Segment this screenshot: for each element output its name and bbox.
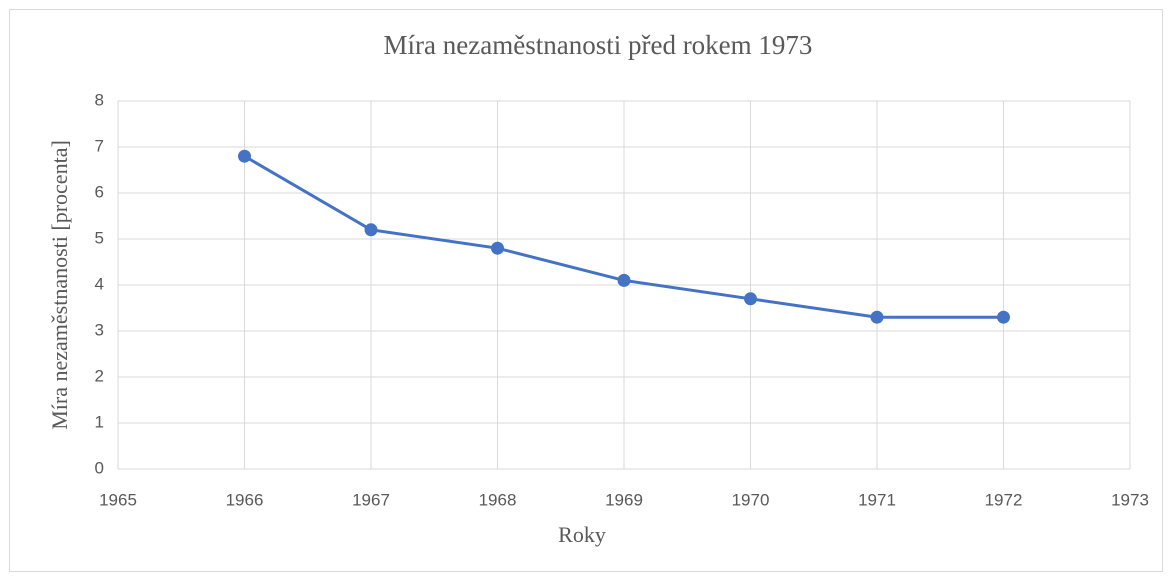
y-tick-label: 5 [95, 228, 104, 247]
y-tick-label: 7 [95, 136, 104, 155]
x-tick-label: 1970 [732, 490, 770, 509]
data-point [870, 310, 884, 324]
x-tick-label: 1966 [226, 490, 264, 509]
x-tick-label: 1971 [858, 490, 896, 509]
data-point [491, 241, 504, 255]
x-tick-label: 1967 [352, 490, 390, 509]
chart-title: Míra nezaměstnanosti před rokem 1973 [384, 30, 813, 60]
x-tick-label: 1969 [605, 490, 643, 509]
y-tick-label: 0 [95, 458, 104, 477]
x-tick-label: 1968 [479, 490, 517, 509]
data-point [238, 149, 251, 163]
data-point [364, 223, 378, 237]
x-tick-label: 1973 [1111, 490, 1149, 509]
data-point [744, 292, 757, 306]
y-tick-label: 3 [95, 320, 104, 339]
y-tick-label: 4 [95, 274, 104, 293]
data-point [617, 273, 631, 287]
data-point [997, 310, 1010, 324]
x-tick-label: 1972 [985, 490, 1023, 509]
x-axis-label: Roky [558, 522, 606, 547]
y-tick-label: 2 [95, 366, 104, 385]
y-tick-label: 6 [95, 182, 104, 201]
chart-border [9, 9, 1163, 572]
y-tick-label: 1 [95, 412, 104, 431]
x-tick-label: 1965 [99, 490, 137, 509]
y-tick-label: 8 [95, 90, 104, 109]
y-axis-label: Míra nezaměstnanosti [procenta] [47, 140, 72, 430]
